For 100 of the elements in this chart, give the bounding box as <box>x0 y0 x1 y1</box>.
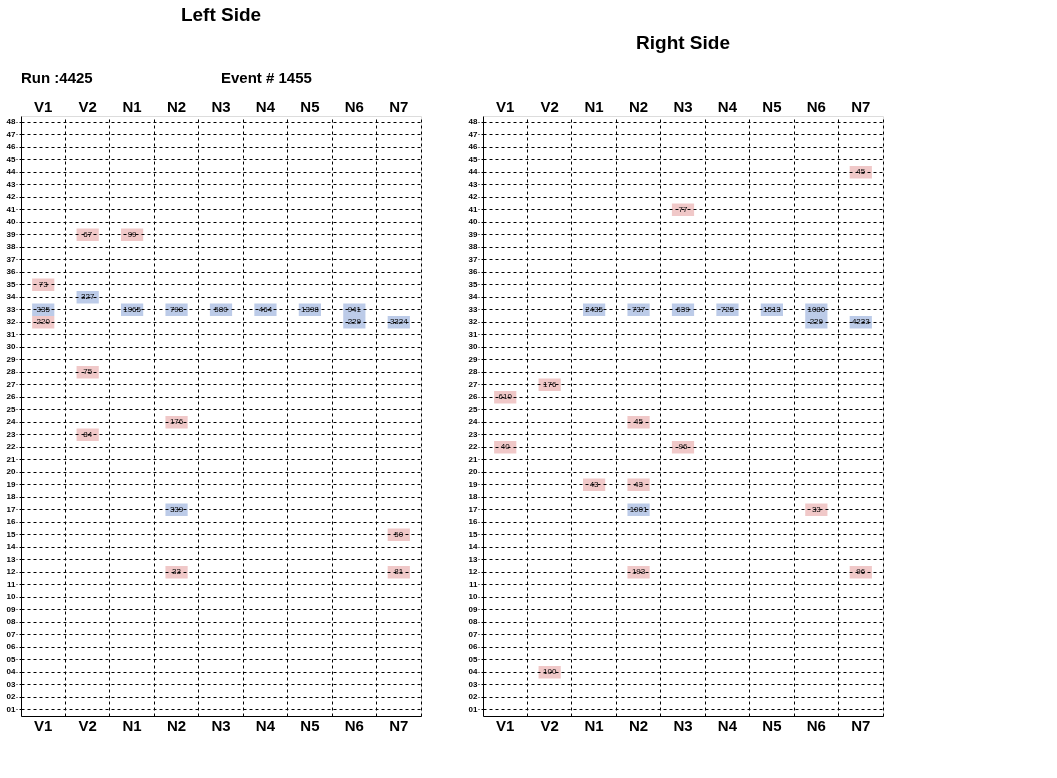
data-label: 67 <box>83 229 93 239</box>
y-tick-label: 25 <box>468 404 479 414</box>
text: Event # 1455 <box>221 69 312 86</box>
y-tick-label: 12 <box>6 567 17 577</box>
data-label: 229 <box>347 317 362 327</box>
x-tick-label: N4 <box>255 716 276 734</box>
y-tick-label: 15 <box>468 529 479 539</box>
y-tick-label: 47 <box>6 129 17 139</box>
y-tick-label: 15 <box>6 529 17 539</box>
y-tick-label: 33 <box>468 304 479 314</box>
y-tick-label: 18 <box>6 492 17 502</box>
x-tick-label: N4 <box>717 716 738 734</box>
y-tick-label: 09 <box>6 604 17 614</box>
data-label: 229 <box>809 317 824 327</box>
category-label: N7 <box>389 97 409 115</box>
data-label: 96 <box>678 442 688 452</box>
data-label: 610 <box>498 392 513 402</box>
y-tick-label: 07 <box>468 629 479 639</box>
y-tick-label: 04 <box>468 667 479 677</box>
y-tick-label: 48 <box>468 117 479 127</box>
data-label: 335 <box>36 304 51 314</box>
y-tick-label: 44 <box>468 167 479 177</box>
y-tick-label: 48 <box>6 117 17 127</box>
y-tick-label: 37 <box>468 254 479 264</box>
y-tick-label: 37 <box>6 254 17 264</box>
category-label: V1 <box>496 97 515 115</box>
y-tick-label: 39 <box>468 229 479 239</box>
y-tick-label: 29 <box>468 354 479 364</box>
y-tick-label: 40 <box>468 217 479 227</box>
y-tick-label: 08 <box>468 617 479 627</box>
category-label: N3 <box>211 97 231 115</box>
category-label: N6 <box>806 97 826 115</box>
y-tick-label: 30 <box>6 342 17 352</box>
y-tick-label: 05 <box>6 654 17 664</box>
data-label: 464 <box>258 304 273 314</box>
x-tick-label: N2 <box>166 716 187 734</box>
y-tick-label: 32 <box>468 317 479 327</box>
data-label: 1001 <box>629 504 648 514</box>
y-tick-label: 18 <box>468 492 479 502</box>
y-tick-label: 46 <box>468 142 479 152</box>
y-tick-label: 45 <box>6 154 17 164</box>
y-tick-label: 11 <box>7 579 17 589</box>
chart-title: Left Side <box>180 4 262 25</box>
y-tick-label: 10 <box>6 592 17 602</box>
y-tick-label: 04 <box>6 667 17 677</box>
text: Run :4425 <box>21 69 93 86</box>
y-tick-label: 13 <box>468 554 479 564</box>
category-label: N3 <box>673 97 693 115</box>
y-tick-label: 29 <box>6 354 17 364</box>
y-tick-label: 33 <box>6 304 17 314</box>
chart-title: Right Side <box>636 32 730 53</box>
category-label: V2 <box>78 97 97 115</box>
category-label: N7 <box>851 97 871 115</box>
y-tick-label: 28 <box>468 367 479 377</box>
y-tick-label: 35 <box>468 279 479 289</box>
y-tick-label: 01 <box>468 704 479 714</box>
data-label: 33 <box>172 567 182 577</box>
x-tick-label: N5 <box>300 716 320 734</box>
category-label: V2 <box>540 97 559 115</box>
data-label: 327 <box>80 292 95 302</box>
data-label: 4233 <box>851 317 871 327</box>
data-label: 50 <box>394 529 404 539</box>
y-tick-label: 36 <box>468 267 479 277</box>
y-tick-label: 02 <box>468 692 479 702</box>
y-tick-label: 32 <box>6 317 17 327</box>
data-label: 96 <box>856 567 866 577</box>
x-tick-label: N3 <box>211 716 231 734</box>
y-tick-label: 27 <box>468 379 479 389</box>
y-tick-label: 38 <box>468 242 479 252</box>
y-tick-label: 34 <box>468 292 479 302</box>
y-tick-label: 22 <box>6 442 17 452</box>
y-tick-label: 14 <box>468 542 479 552</box>
y-tick-label: 01 <box>6 704 17 714</box>
y-tick-label: 35 <box>6 279 17 289</box>
x-tick-label: N6 <box>806 716 826 734</box>
y-tick-label: 06 <box>468 642 479 652</box>
category-label: N4 <box>717 97 738 115</box>
y-tick-label: 42 <box>468 192 479 202</box>
y-tick-label: 28 <box>6 367 17 377</box>
x-tick-label: N1 <box>122 716 142 734</box>
y-tick-label: 17 <box>6 504 17 514</box>
category-label: N5 <box>762 97 782 115</box>
data-label: 100 <box>542 667 557 677</box>
data-label: 725 <box>720 304 735 314</box>
x-tick-label: N7 <box>851 716 871 734</box>
category-label: N2 <box>628 97 649 115</box>
y-tick-label: 46 <box>6 142 17 152</box>
y-tick-label: 21 <box>468 454 479 464</box>
y-tick-label: 20 <box>6 467 17 477</box>
y-tick-label: 07 <box>6 629 17 639</box>
category-label: V1 <box>34 97 53 115</box>
y-tick-label: 02 <box>6 692 17 702</box>
y-tick-label: 41 <box>468 204 479 214</box>
data-label: 2435 <box>585 304 604 314</box>
data-label: 75 <box>83 367 93 377</box>
category-label: N6 <box>344 97 364 115</box>
x-tick-label: N5 <box>762 716 782 734</box>
y-tick-label: 42 <box>6 192 17 202</box>
x-tick-label: N1 <box>584 716 604 734</box>
y-tick-label: 47 <box>468 129 479 139</box>
